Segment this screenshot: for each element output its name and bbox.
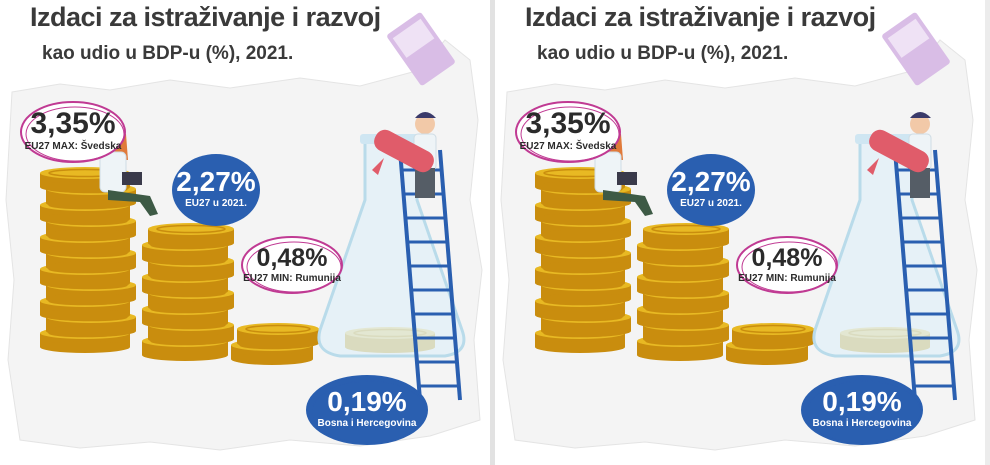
value-bubble-2 <box>172 154 260 226</box>
infographic-panel-right: Izdaci za istraživanje i razvoj kao udio … <box>495 0 985 465</box>
value-label: 0,48% <box>256 243 328 272</box>
panel-divider <box>490 0 495 465</box>
scientist-on-ladder-icon <box>372 112 437 198</box>
chart-illustration <box>5 12 483 451</box>
flask-icon <box>812 138 961 358</box>
category-label: Bosna i Hercegovina <box>812 418 912 430</box>
page-title: Izdaci za istraživanje i razvoj <box>525 2 876 32</box>
value-label: 0,19% <box>822 386 902 418</box>
value-label: 3,35% <box>525 106 611 140</box>
value-bubble-3 <box>736 236 838 294</box>
page-subtitle: kao udio u BDP-u (%), 2021. <box>42 43 294 64</box>
category-label: EU27 MIN: Rumunija <box>738 272 836 284</box>
coin-stack-2 <box>637 223 729 361</box>
value-label: 3,35% <box>30 106 116 140</box>
category-label: EU27 MIN: Rumunija <box>243 272 341 284</box>
category-label: EU27 MAX: Švedska <box>24 141 122 152</box>
coin-stack-3 <box>231 323 319 365</box>
flask-icon <box>317 138 466 358</box>
infographic-panel-left: Izdaci za istraživanje i razvoj kao udio … <box>0 0 490 465</box>
glass-slide-decoration <box>882 12 950 86</box>
category-label: EU27 MAX: Švedska <box>519 141 617 152</box>
glass-slide-decoration <box>387 12 455 86</box>
coin-stack-2 <box>142 223 234 361</box>
coin-stack-3 <box>726 323 814 365</box>
category-label: EU27 u 2021. <box>680 198 742 210</box>
value-label: 2,27% <box>671 166 751 198</box>
category-label: Bosna i Hercegovina <box>317 418 417 430</box>
value-bubble-3 <box>241 236 343 294</box>
value-label: 0,19% <box>327 386 407 418</box>
value-label: 0,48% <box>751 243 823 272</box>
coin-stack-1 <box>40 167 136 353</box>
page-subtitle: kao udio u BDP-u (%), 2021. <box>537 43 789 64</box>
value-bubble-1 <box>20 101 126 163</box>
value-bubble-1 <box>515 101 621 163</box>
value-bubble-4 <box>306 375 428 445</box>
coin-stack-1 <box>535 167 631 353</box>
category-label: EU27 u 2021. <box>185 198 247 210</box>
value-bubble-4 <box>801 375 923 445</box>
page-title: Izdaci za istraživanje i razvoj <box>30 2 381 32</box>
value-bubble-2 <box>667 154 755 226</box>
value-label: 2,27% <box>176 166 256 198</box>
chart-illustration <box>500 12 978 451</box>
scientist-on-ladder-icon <box>867 112 932 198</box>
ladder-icon <box>398 149 462 401</box>
